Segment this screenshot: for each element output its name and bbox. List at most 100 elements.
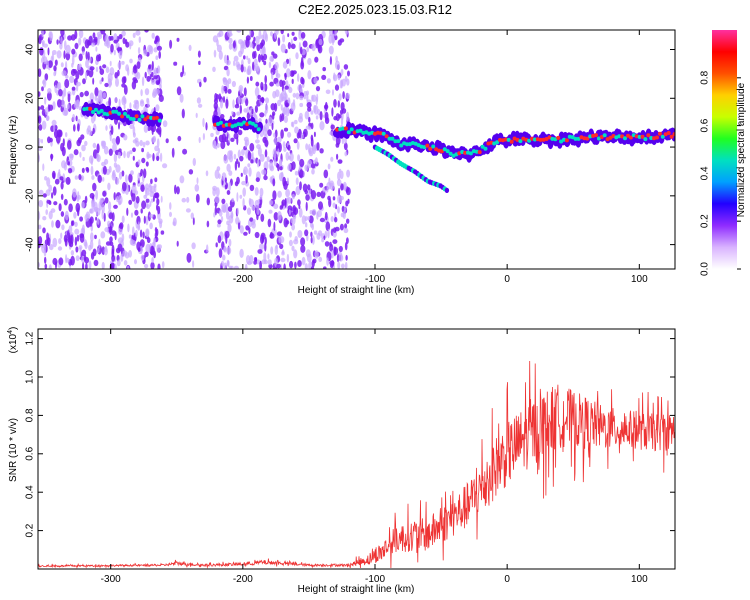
scatter-point (228, 170, 233, 176)
scatter-point (216, 44, 222, 53)
scatter-point (109, 60, 112, 67)
ridge-core-mark (236, 122, 241, 127)
scatter-point (224, 202, 229, 213)
scatter-point (292, 70, 297, 75)
scatter-point (154, 177, 158, 183)
scatter-point (216, 223, 221, 228)
scatter-point (65, 52, 71, 61)
scatter-point (48, 264, 52, 269)
scatter-point (84, 213, 90, 222)
scatter-point (79, 91, 84, 98)
ridge-core-mark (114, 109, 119, 114)
scatter-point (50, 153, 53, 162)
scatter-point (85, 51, 88, 60)
scatter-point (257, 249, 263, 254)
scatter-point (111, 265, 115, 269)
scatter-point (108, 201, 112, 211)
scatter-point (260, 232, 266, 240)
scatter-point (90, 165, 94, 176)
scatter-point (78, 30, 84, 39)
scatter-point (239, 155, 244, 162)
scatter-point (202, 133, 205, 141)
ridge-core-mark (559, 139, 564, 144)
scatter-point (64, 78, 70, 89)
scatter-point (195, 193, 200, 203)
scatter-point (99, 79, 102, 85)
scatter-point (117, 243, 123, 252)
scatter-point (38, 224, 42, 230)
scatter-point (115, 135, 121, 145)
scatter-point (253, 260, 257, 265)
scatter-point (249, 30, 252, 36)
scatter-point (101, 161, 106, 167)
ridge-core-mark (352, 130, 357, 135)
scatter-point (326, 78, 331, 84)
scatter-point (96, 143, 100, 154)
scatter-point (311, 43, 316, 52)
scatter-point (116, 259, 121, 267)
ridge-core-mark (117, 111, 122, 116)
scatter-point (103, 247, 108, 256)
ridge-core-mark (576, 136, 581, 141)
scatter-point (43, 56, 48, 65)
scatter-point (324, 211, 328, 221)
scatter-point (339, 170, 344, 180)
scatter-point (38, 236, 43, 245)
ridge-core-mark (532, 137, 537, 142)
scatter-point (221, 133, 227, 143)
scatter-point (79, 151, 82, 158)
scatter-point (288, 209, 291, 216)
scatter-point (334, 30, 338, 37)
scatter-point (301, 132, 304, 139)
scatter-point (143, 194, 148, 199)
scatter-point (240, 64, 244, 73)
scatter-point (299, 95, 304, 101)
scatter-point (96, 152, 100, 162)
scatter-point (335, 136, 341, 146)
x-tick-label: -100 (365, 574, 385, 585)
scatter-point (264, 236, 267, 245)
ridge-core-mark (224, 122, 229, 127)
ridge-core-mark (628, 135, 633, 140)
scatter-point (60, 36, 63, 46)
snr-y-unit-exp: 4 (7, 330, 14, 334)
scatter-point (38, 210, 41, 221)
scatter-point (334, 216, 338, 223)
colorbar-tick-label: 0.8 (700, 70, 711, 84)
scatter-point (251, 108, 254, 115)
scatter-point (290, 43, 296, 50)
scatter-point (337, 39, 342, 46)
scatter-point (60, 193, 64, 200)
scatter-point (256, 158, 260, 168)
scatter-point (327, 163, 331, 170)
scatter-point (342, 210, 346, 220)
scatter-point (118, 49, 123, 60)
scatter-point (177, 135, 182, 142)
scatter-point (279, 79, 284, 88)
scatter-point (233, 132, 239, 140)
scatter-point (284, 73, 287, 81)
scatter-point (326, 257, 329, 266)
scatter-point (114, 72, 118, 79)
scatter-point (140, 254, 145, 261)
scatter-point (287, 144, 291, 151)
scatter-point (311, 235, 315, 245)
scatter-point (129, 102, 132, 110)
scatter-point (49, 137, 53, 143)
scatter-point (169, 202, 172, 210)
scatter-point (142, 141, 146, 148)
scatter-point (141, 147, 145, 153)
scatter-point (282, 61, 288, 69)
scatter-point (231, 197, 234, 203)
scatter-point (120, 253, 124, 262)
scatter-point (227, 206, 233, 212)
scatter-point (42, 163, 45, 171)
scatter-point (92, 182, 97, 192)
scatter-point (122, 250, 128, 257)
snr-panel: -300 -200 -100 0 100 0.2 0.4 0.6 0.8 1.0 1.2 Heig… (7, 327, 676, 595)
scatter-point (256, 208, 260, 216)
scatter-point (340, 79, 343, 89)
y-tick-label: 0 (25, 144, 36, 150)
scatter-point (340, 68, 344, 76)
ridge-core-mark (643, 137, 648, 142)
